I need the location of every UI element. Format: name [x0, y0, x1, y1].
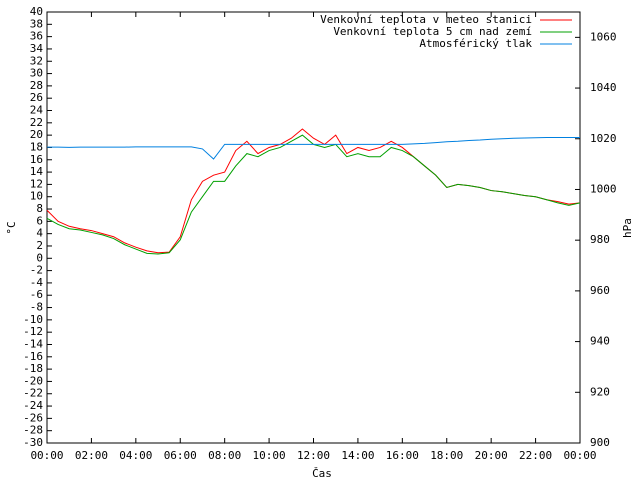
- y-tick-label: -22: [23, 387, 43, 400]
- x-tick-label: 06:00: [164, 449, 197, 462]
- x-tick-label: 10:00: [253, 449, 286, 462]
- y-tick-label: -4: [30, 276, 44, 289]
- y-tick-label: -10: [23, 313, 43, 326]
- x-axis-label: Čas: [312, 467, 332, 480]
- y-tick-label: 16: [30, 153, 43, 166]
- y-tick-label: -26: [23, 411, 43, 424]
- y-tick-label: 6: [36, 214, 43, 227]
- y-tick-label: -24: [23, 399, 43, 412]
- x-tick-label: 12:00: [297, 449, 330, 462]
- y-tick-label: -30: [23, 436, 43, 449]
- y-tick-label: 8: [36, 202, 43, 215]
- y-tick-label: 0: [36, 251, 43, 264]
- y2-tick-label: 1000: [590, 182, 617, 195]
- y-tick-label: 38: [30, 17, 43, 30]
- y2-tick-label: 900: [590, 436, 610, 449]
- y-tick-label: 40: [30, 5, 43, 18]
- y-tick-label: 24: [30, 104, 44, 117]
- series-line: [47, 137, 580, 160]
- y2-tick-label: 980: [590, 233, 610, 246]
- x-tick-label: 08:00: [208, 449, 241, 462]
- y-tick-label: 14: [30, 165, 44, 178]
- y2-tick-label: 940: [590, 335, 610, 348]
- legend-label: Atmosférický tlak: [419, 37, 532, 50]
- y-tick-label: -18: [23, 362, 43, 375]
- x-tick-label: 14:00: [341, 449, 374, 462]
- legend-label: Venkovní teplota 5 cm nad zemí: [333, 25, 532, 38]
- y-tick-label: -12: [23, 325, 43, 338]
- y-tick-label: -20: [23, 374, 43, 387]
- y2-tick-label: 1060: [590, 30, 617, 43]
- y-tick-label: -6: [30, 288, 43, 301]
- y2-tick-label: 960: [590, 284, 610, 297]
- y-axis-label: °C: [5, 221, 18, 234]
- y2-tick-label: 1020: [590, 132, 617, 145]
- y-tick-label: 26: [30, 91, 43, 104]
- y-tick-label: 36: [30, 30, 43, 43]
- y2-tick-label: 920: [590, 385, 610, 398]
- legend-label: Venkovní teplota v meteo stanici: [320, 13, 532, 26]
- y-tick-label: -16: [23, 350, 43, 363]
- y-tick-label: 34: [30, 42, 44, 55]
- y-tick-label: -28: [23, 424, 43, 437]
- y-tick-label: 10: [30, 190, 43, 203]
- y-tick-label: -14: [23, 337, 43, 350]
- series-line: [46, 134, 581, 255]
- y-tick-label: 4: [36, 227, 43, 240]
- x-tick-label: 00:00: [30, 449, 63, 462]
- y2-tick-label: 1040: [590, 81, 617, 94]
- x-tick-label: 22:00: [519, 449, 552, 462]
- y-tick-label: 12: [30, 177, 43, 190]
- y-tick-label: 20: [30, 128, 43, 141]
- y-tick-label: -8: [30, 301, 43, 314]
- y-tick-label: 32: [30, 54, 43, 67]
- x-tick-label: 00:00: [563, 449, 596, 462]
- y-tick-label: 30: [30, 67, 43, 80]
- x-tick-label: 04:00: [119, 449, 152, 462]
- y2-axis-label: hPa: [621, 218, 634, 238]
- y-tick-label: 18: [30, 140, 43, 153]
- y-tick-label: -2: [30, 264, 43, 277]
- x-tick-label: 16:00: [386, 449, 419, 462]
- x-tick-label: 20:00: [475, 449, 508, 462]
- y-tick-label: 28: [30, 79, 43, 92]
- x-tick-label: 18:00: [430, 449, 463, 462]
- y-tick-label: 22: [30, 116, 43, 129]
- plot-frame: [46, 11, 581, 444]
- x-tick-label: 02:00: [75, 449, 108, 462]
- y-tick-label: 2: [36, 239, 43, 252]
